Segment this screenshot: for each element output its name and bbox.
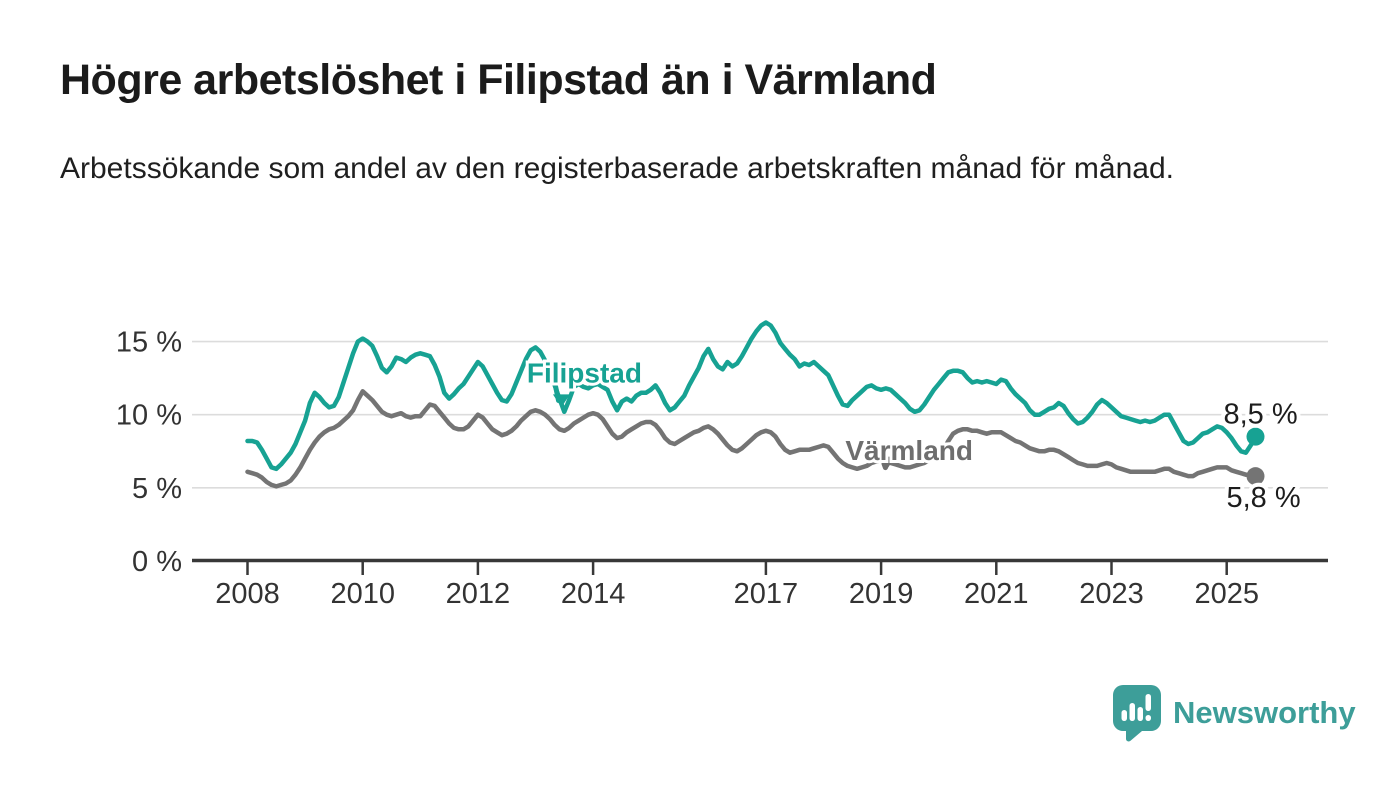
brand-footer: Newsworthy	[1112, 684, 1356, 742]
series-end-dot-filipstad	[1246, 427, 1265, 446]
chart-subtitle: Arbetssökande som andel av den registerb…	[60, 152, 1174, 185]
x-axis-label: 2010	[330, 578, 395, 610]
series-end-dot-värmland	[1246, 467, 1265, 486]
annotation-arrowhead	[878, 456, 896, 470]
y-axis-label: 0 %	[132, 546, 182, 578]
x-axis-label: 2008	[215, 578, 280, 610]
logo-bar-1	[1121, 710, 1127, 721]
x-axis-label: 2017	[734, 578, 799, 610]
x-axis-label: 2019	[849, 578, 914, 610]
line-chart: 0 % 5 % 10 % 15 % 2008 2010 2012 2014 2017 2019 20…	[115, 320, 1328, 610]
y-axis-label: 10 %	[116, 400, 182, 432]
y-axis-label: 5 %	[132, 473, 182, 505]
chart-title: Högre arbetslöshet i Filipstad än i Värm…	[60, 56, 937, 104]
logo-bar-2	[1129, 703, 1135, 721]
logo-bar-3	[1137, 707, 1143, 721]
newsworthy-logo-icon	[1113, 685, 1161, 742]
x-axis-label: 2012	[446, 578, 511, 610]
logo-bubble-shape	[1113, 685, 1161, 742]
x-axis-label: 2023	[1079, 578, 1144, 610]
logo-exclamation-bar	[1145, 694, 1151, 711]
end-value-label-filipstad: 8,5 %	[1224, 399, 1298, 431]
y-axis-label: 15 %	[116, 327, 182, 359]
series-line-värmland	[245, 389, 1258, 489]
series-label-värmland: Värmland	[845, 435, 973, 466]
x-axis-label: 2021	[964, 578, 1029, 610]
annotation-arrowhead	[552, 394, 570, 408]
x-axis-label: 2014	[561, 578, 626, 610]
series-line-filipstad	[245, 320, 1258, 472]
series-label-filipstad: Filipstad	[527, 358, 642, 389]
logo-exclamation-dot	[1145, 715, 1151, 721]
brand-name: Newsworthy	[1173, 695, 1356, 730]
header: Högre arbetslöshet i Filipstad än i Värm…	[60, 56, 1174, 191]
x-axis-label: 2025	[1194, 578, 1259, 610]
end-value-label-värmland: 5,8 %	[1227, 482, 1301, 514]
